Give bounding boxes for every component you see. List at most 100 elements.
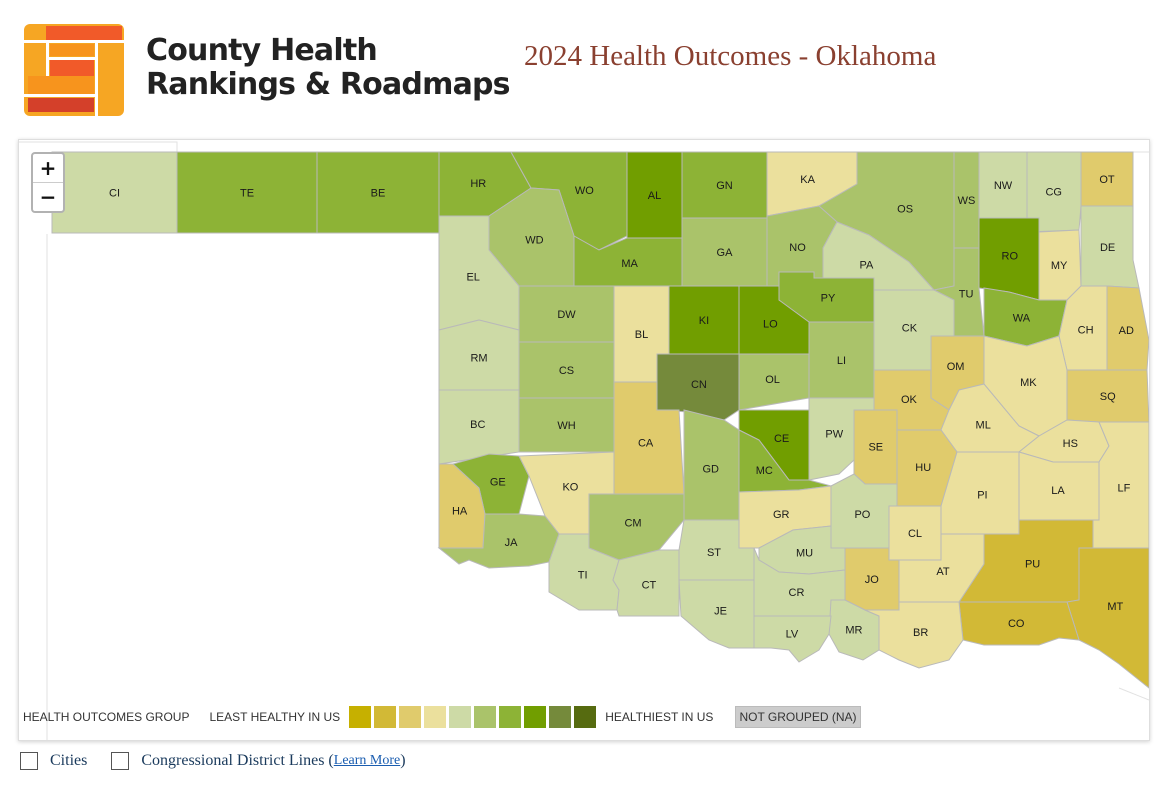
county-label-pw: PW — [825, 428, 843, 440]
county-label-li: LI — [837, 355, 846, 367]
county-layer[interactable]: CI TE BE HR WO AL GN KA OS WS NW CG OT WD MA GA NO PA RO MY… — [51, 151, 1149, 689]
legend-swatch-1 — [349, 706, 372, 728]
county-label-ad: AD — [1119, 325, 1134, 337]
county-label-gr: GR — [773, 509, 790, 521]
cities-checkbox[interactable] — [20, 752, 38, 770]
map-legend: HEALTH OUTCOMES GROUP LEAST HEALTHY IN U… — [23, 705, 861, 729]
county-label-wo: WO — [575, 185, 594, 197]
legend-swatches — [349, 706, 599, 728]
county-label-wd: WD — [525, 235, 543, 247]
county-ad[interactable] — [1106, 285, 1149, 371]
county-label-rm: RM — [470, 352, 487, 364]
county-label-ml: ML — [976, 419, 991, 431]
county-label-mc: MC — [756, 465, 773, 477]
county-label-mk: MK — [1020, 377, 1037, 389]
legend-swatch-5 — [449, 706, 472, 728]
county-label-om: OM — [947, 361, 965, 373]
county-label-co: CO — [1008, 618, 1025, 630]
county-label-ma: MA — [621, 258, 638, 270]
county-label-my: MY — [1051, 260, 1068, 272]
county-label-cs: CS — [559, 365, 574, 377]
county-label-ca: CA — [638, 438, 654, 450]
county-label-hr: HR — [470, 178, 486, 190]
page-title: 2024 Health Outcomes - Oklahoma — [524, 40, 937, 72]
county-label-hu: HU — [915, 462, 931, 474]
county-label-mr: MR — [845, 625, 862, 637]
county-label-ci: CI — [109, 188, 120, 200]
county-label-lf: LF — [1117, 483, 1130, 495]
county-label-ws: WS — [958, 195, 976, 207]
county-label-br: BR — [913, 627, 928, 639]
county-label-ce: CE — [774, 433, 789, 445]
county-label-gn: GN — [716, 180, 733, 192]
county-label-cl: CL — [908, 528, 922, 540]
county-label-tu: TU — [959, 288, 974, 300]
county-label-de: DE — [1100, 242, 1115, 254]
county-label-lv: LV — [786, 629, 799, 641]
logo-line-2: Rankings & Roadmaps — [146, 67, 511, 102]
chrr-logo — [24, 24, 124, 116]
county-label-st: ST — [707, 547, 721, 559]
county-label-ki: KI — [699, 315, 709, 327]
county-label-cr: CR — [789, 587, 805, 599]
learn-more-link[interactable]: Learn More — [333, 753, 401, 768]
county-py[interactable] — [778, 271, 875, 323]
county-label-cm: CM — [624, 518, 641, 530]
district-lines-checkbox[interactable] — [111, 752, 130, 770]
oklahoma-county-map[interactable]: CI TE BE HR WO AL GN KA OS WS NW CG OT WD MA GA NO PA RO MY… — [19, 140, 1149, 740]
legend-swatch-9 — [549, 706, 572, 728]
county-label-mu: MU — [796, 548, 813, 560]
county-label-wa: WA — [1013, 313, 1031, 325]
zoom-control: + − — [31, 152, 65, 213]
map-container[interactable]: CI TE BE HR WO AL GN KA OS WS NW CG OT WD MA GA NO PA RO MY… — [18, 139, 1150, 741]
county-ct[interactable] — [612, 549, 680, 617]
zoom-out-button[interactable]: − — [39, 185, 57, 209]
county-co[interactable] — [958, 601, 1080, 646]
county-label-la: LA — [1051, 485, 1065, 497]
district-lines-label: Congressional District Lines ( — [141, 752, 334, 769]
legend-swatch-2 — [374, 706, 397, 728]
logo-wordmark: County Health Rankings & Roadmaps — [146, 34, 511, 102]
county-label-ko: KO — [562, 481, 578, 493]
county-je[interactable] — [678, 579, 755, 649]
county-label-sq: SQ — [1100, 391, 1116, 403]
legend-swatch-3 — [399, 706, 422, 728]
county-label-hs: HS — [1063, 438, 1078, 450]
cities-toggle[interactable]: Cities — [20, 752, 87, 770]
county-label-ol: OL — [765, 374, 780, 386]
county-label-te: TE — [240, 188, 254, 200]
county-label-ti: TI — [578, 570, 588, 582]
county-label-mt: MT — [1107, 601, 1123, 613]
district-lines-toggle[interactable]: Congressional District Lines (Learn More… — [111, 752, 406, 770]
legend-swatch-7 — [499, 706, 522, 728]
legend-not-grouped: NOT GROUPED (NA) — [735, 706, 861, 728]
county-label-nw: NW — [994, 180, 1013, 192]
county-label-ct: CT — [642, 580, 657, 592]
legend-least-label: LEAST HEALTHY IN US — [209, 710, 341, 724]
county-label-be: BE — [371, 188, 386, 200]
map-options: Cities Congressional District Lines (Lea… — [20, 749, 430, 773]
county-label-ka: KA — [800, 174, 815, 186]
cities-label: Cities — [50, 752, 88, 769]
county-lv[interactable] — [753, 615, 832, 663]
county-label-bc: BC — [470, 419, 485, 431]
county-label-al: AL — [648, 190, 661, 202]
legend-swatch-6 — [474, 706, 497, 728]
county-label-ga: GA — [717, 247, 734, 259]
county-label-ch: CH — [1078, 325, 1094, 337]
zoom-in-button[interactable]: + — [33, 154, 63, 183]
county-label-dw: DW — [557, 309, 576, 321]
county-br[interactable] — [864, 601, 964, 669]
county-label-bl: BL — [635, 329, 648, 341]
county-label-lo: LO — [763, 319, 778, 331]
county-mt[interactable] — [1066, 547, 1149, 689]
county-label-cn: CN — [691, 379, 707, 391]
county-lf[interactable] — [1092, 421, 1149, 549]
county-label-ok: OK — [901, 394, 918, 406]
county-label-el: EL — [466, 272, 479, 284]
county-label-ge: GE — [490, 477, 506, 489]
county-label-cg: CG — [1045, 186, 1062, 198]
county-label-py: PY — [821, 293, 836, 305]
county-label-wh: WH — [557, 420, 575, 432]
legend-swatch-4 — [424, 706, 447, 728]
